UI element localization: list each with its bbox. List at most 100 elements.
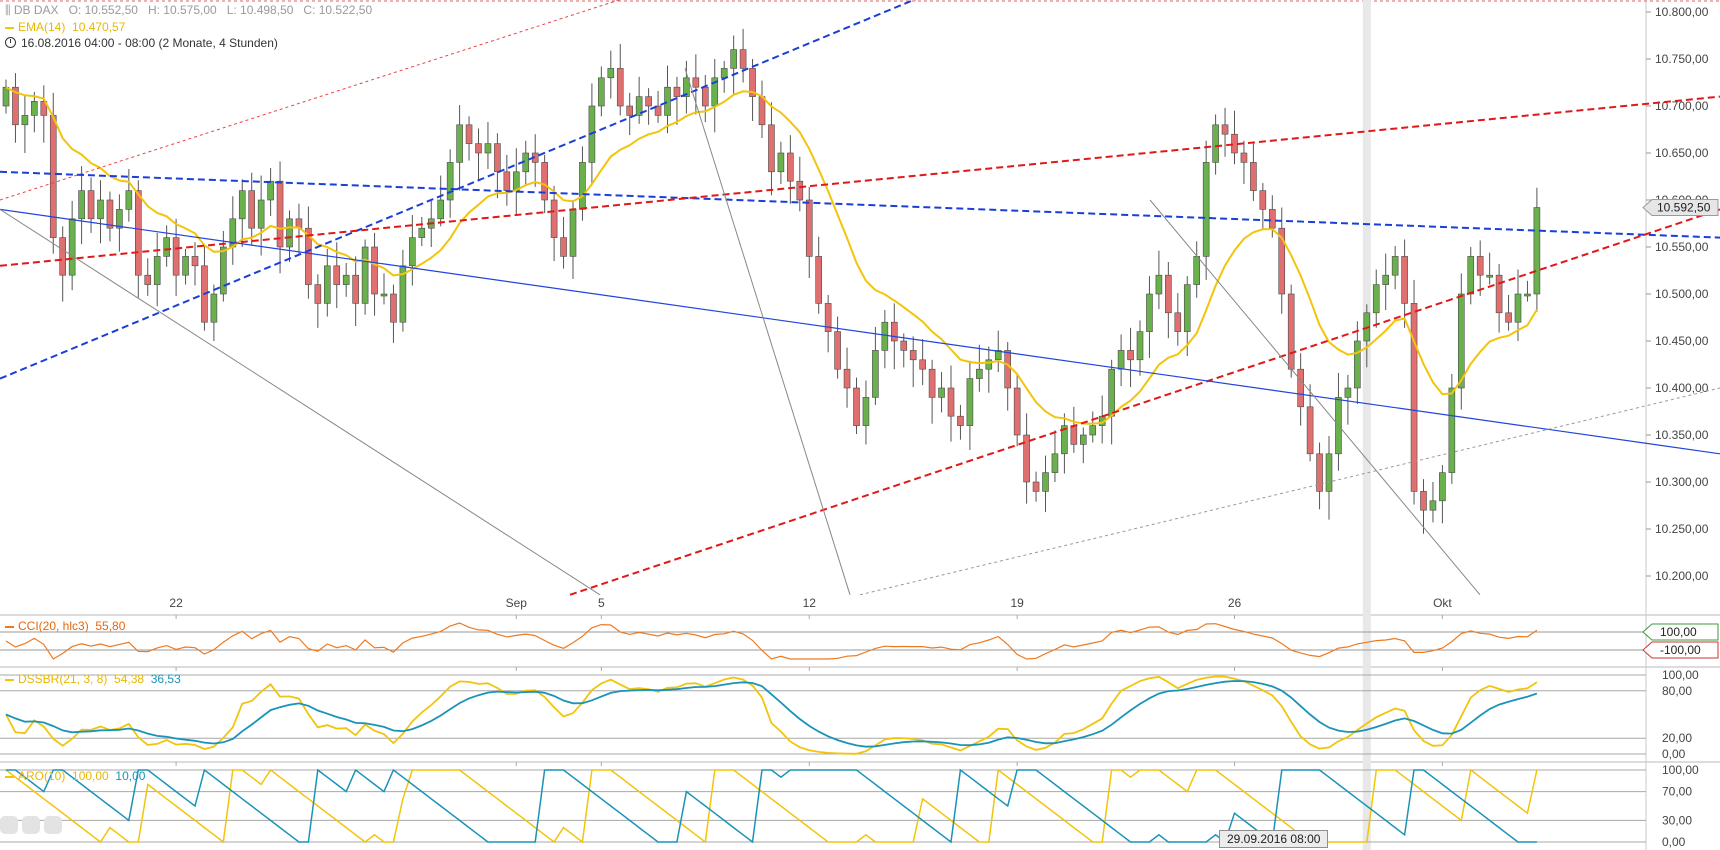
x-tick-label: Okt: [1433, 596, 1452, 610]
candle-bear: [626, 105, 634, 116]
candle-bull: [1439, 472, 1446, 502]
candle-bear: [106, 199, 114, 229]
candle-bull: [966, 378, 974, 426]
cci-legend: CCI(20, hlc3) 55,80: [5, 619, 125, 633]
dssbr-value-2: 36,53: [150, 672, 181, 686]
candle-bear: [701, 86, 709, 107]
candle-bull: [607, 68, 615, 79]
candle-bear: [1250, 162, 1257, 191]
candle-bull: [1372, 284, 1380, 314]
candle-bear: [172, 237, 180, 276]
candle-bull: [579, 162, 586, 210]
candle-bear: [928, 368, 936, 398]
candle-bear: [314, 284, 322, 304]
candle-bear: [49, 115, 57, 238]
candle-bull: [399, 265, 407, 323]
candle-bear: [1287, 293, 1295, 370]
candle-bear: [739, 49, 747, 69]
candle-bull: [31, 101, 38, 116]
x-tick-label: 19: [1010, 596, 1024, 610]
candle-bull: [1391, 256, 1399, 276]
candle-bear: [333, 265, 341, 285]
candle-bull: [881, 321, 889, 351]
candle-bear: [947, 387, 955, 417]
candle-bull: [1467, 256, 1475, 295]
candle-bull: [1080, 434, 1087, 445]
candle-bear: [144, 274, 152, 285]
candle-bull: [446, 162, 454, 201]
candle-bull: [1183, 284, 1191, 332]
candle-bull: [1524, 293, 1531, 297]
candle-bear: [12, 86, 19, 126]
y-tick-label: 10.350,00: [1655, 428, 1709, 442]
candle-bear: [1297, 368, 1304, 408]
candle-bull: [1061, 425, 1068, 455]
candle-bear: [371, 246, 378, 295]
candle-bull: [512, 171, 520, 191]
candle-bear: [787, 152, 794, 182]
candle-bear: [1505, 312, 1512, 323]
y-tick-label: 10.550,00: [1655, 240, 1709, 254]
candle-bull: [238, 190, 246, 220]
aro-level-label: 0,00: [1662, 835, 1686, 849]
dssbr-level-label: 0,00: [1662, 747, 1686, 761]
y-tick-label: 10.650,00: [1655, 146, 1709, 160]
candle-bull: [21, 115, 29, 126]
x-tick-label: 5: [598, 596, 605, 610]
candle-bear: [909, 350, 917, 361]
candle-bull: [985, 359, 993, 370]
candle-bull: [1202, 162, 1210, 257]
candle-bull: [2, 86, 10, 107]
candles-group: [2, 28, 1541, 534]
candle-bull: [1212, 124, 1219, 163]
candle-bear: [919, 359, 926, 370]
candle-bull: [1155, 274, 1163, 295]
x-tick-label: Sep: [506, 596, 528, 610]
candle-bear: [1420, 491, 1427, 511]
trend-line-upper-thin: [0, 0, 621, 201]
trend-line-blue-flat: [0, 170, 1720, 239]
candle-bull: [872, 350, 879, 398]
candle-bull: [1514, 293, 1522, 323]
candle-bull: [286, 218, 293, 248]
trend-line-gray-left: [0, 208, 601, 596]
candle-bear: [494, 143, 501, 173]
candle-bear: [1401, 256, 1408, 304]
ema-label: EMA(14): [18, 20, 66, 34]
candle-bull: [257, 199, 265, 229]
candle-bull: [1344, 387, 1352, 398]
cci-level-label: -100,00: [1660, 643, 1701, 657]
dssbr-slow-line: [5, 680, 1538, 748]
candle-bull: [1108, 368, 1115, 417]
candle-bear: [560, 237, 567, 257]
y-tick-label: 10.800,00: [1655, 5, 1709, 19]
aro-level-label: 70,00: [1662, 785, 1692, 799]
trend-line-red-lower: [569, 208, 1720, 596]
candle-bull: [163, 237, 170, 257]
candle-bull: [210, 293, 218, 323]
candle-bear: [1240, 152, 1248, 163]
aro-label: ARO(10): [18, 769, 66, 783]
y-tick-label: 10.400,00: [1655, 381, 1709, 395]
candle-bear: [1004, 350, 1012, 389]
aro-level-label: 30,00: [1662, 813, 1692, 827]
dssbr-level-label: 100,00: [1662, 668, 1699, 682]
candle-bear: [957, 415, 964, 426]
candle-bull: [125, 190, 133, 210]
dssbr-swatch-icon: [5, 678, 14, 681]
candle-bear: [1495, 274, 1503, 314]
dssbr-label: DSSBR(21, 3, 8): [18, 672, 108, 686]
candle-bear: [276, 180, 284, 248]
cci-label: CCI(20, hlc3): [18, 619, 89, 633]
last-price-label: 10.592,50: [1657, 201, 1711, 215]
candle-bear: [749, 68, 756, 97]
candle-bear: [191, 256, 199, 267]
candle-bull: [1458, 293, 1465, 389]
candle-bull: [976, 368, 983, 379]
candle-bull: [598, 77, 605, 107]
candle-bear: [900, 340, 908, 351]
candle-bear: [550, 199, 558, 238]
candle-bull: [409, 237, 416, 267]
candle-bear: [1278, 227, 1286, 295]
